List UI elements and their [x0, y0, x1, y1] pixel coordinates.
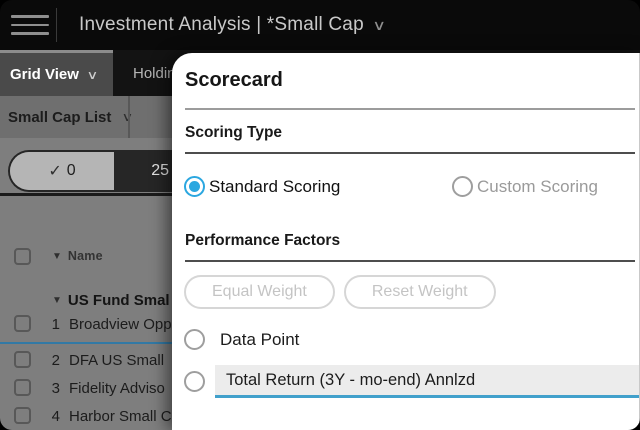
list-selector-label: Small Cap List	[8, 108, 112, 126]
factor-row: Total Return (3Y - mo-end) Annlzd	[184, 365, 639, 398]
table-row[interactable]: 3 Fidelity Adviso	[0, 374, 640, 402]
row-checkbox[interactable]	[14, 407, 31, 424]
radio-unselected-icon[interactable]	[184, 371, 205, 392]
data-point-label: Data Point	[220, 329, 300, 349]
row-number: 3	[51, 379, 60, 397]
scorecard-panel: Scorecard Scoring Type Standard Scoring …	[172, 53, 640, 430]
custom-scoring-label: Custom Scoring	[477, 176, 598, 196]
selected-segment[interactable]: ✓ 0	[10, 152, 114, 190]
grid-view-label: Grid View	[10, 66, 79, 83]
chevron-down-icon[interactable]: ∨	[372, 16, 386, 33]
selected-count: 0	[66, 162, 76, 179]
fund-name[interactable]: Fidelity Adviso	[69, 379, 165, 397]
standard-scoring-label: Standard Scoring	[209, 176, 341, 196]
reset-weight-button[interactable]: Reset Weight	[343, 275, 496, 309]
workbook-title[interactable]: Investment Analysis | *Small Cap	[79, 14, 364, 35]
table-row[interactable]: 2 DFA US Small	[0, 346, 640, 374]
scoring-type-divider	[185, 152, 635, 154]
table-row[interactable]: 4 Harbor Small C	[0, 402, 640, 430]
data-point-option[interactable]: Data Point	[184, 329, 635, 350]
total-segment[interactable]: 25	[114, 152, 174, 190]
row-number: 2	[51, 351, 60, 369]
radio-unselected-icon[interactable]	[452, 176, 473, 197]
row-number: 4	[51, 407, 60, 425]
table-row[interactable]: 1 Broadview Opp	[0, 310, 640, 338]
chevron-down-icon: ∨	[86, 67, 99, 82]
row-number: 1	[51, 315, 60, 333]
sort-desc-icon[interactable]: ▼	[52, 250, 62, 262]
top-bar: Investment Analysis | *Small Cap ∨	[0, 0, 640, 50]
panel-title: Scorecard	[185, 69, 283, 91]
table-header-row: ▼ Name	[0, 242, 640, 270]
total-count: 25	[151, 162, 169, 179]
grid-view-selector[interactable]: Grid View ∨	[0, 50, 113, 96]
radio-selected-icon[interactable]	[184, 176, 205, 197]
title-divider	[185, 108, 635, 110]
fund-name[interactable]: Harbor Small C	[69, 407, 172, 425]
performance-factors-heading: Performance Factors	[185, 232, 341, 249]
radio-unselected-icon[interactable]	[184, 329, 205, 350]
performance-factors-divider	[185, 260, 635, 262]
selection-count-toggle[interactable]: ✓ 0 25	[8, 150, 174, 192]
topbar-divider	[56, 8, 57, 42]
collapse-group-icon[interactable]: ▼	[52, 294, 62, 306]
holdings-tab-label: Holdin	[133, 64, 176, 82]
hamburger-menu-icon[interactable]	[11, 9, 49, 41]
name-column-header[interactable]: Name	[67, 249, 103, 263]
group-label: US Fund Smal	[67, 291, 170, 309]
row-checkbox[interactable]	[14, 315, 31, 332]
fund-name[interactable]: Broadview Opp	[69, 315, 172, 333]
scoring-type-heading: Scoring Type	[185, 124, 283, 141]
fund-name[interactable]: DFA US Small	[69, 351, 165, 369]
check-icon: ✓	[48, 163, 62, 180]
row-checkbox[interactable]	[14, 351, 31, 368]
group-row[interactable]: ▼ US Fund Smal	[0, 286, 640, 314]
select-all-checkbox[interactable]	[14, 247, 31, 265]
toolbar-divider	[128, 96, 130, 138]
chevron-down-icon: ∨	[122, 110, 134, 124]
weight-buttons: Equal Weight Reset Weight	[184, 275, 635, 309]
equal-weight-button[interactable]: Equal Weight	[184, 275, 335, 309]
custom-scoring-option[interactable]: Custom Scoring	[452, 176, 598, 197]
scoring-type-options: Standard Scoring Custom Scoring	[184, 176, 635, 197]
factor-value-field[interactable]: Total Return (3Y - mo-end) Annlzd	[215, 365, 639, 398]
row-checkbox[interactable]	[14, 379, 31, 396]
standard-scoring-option[interactable]: Standard Scoring	[184, 176, 452, 197]
